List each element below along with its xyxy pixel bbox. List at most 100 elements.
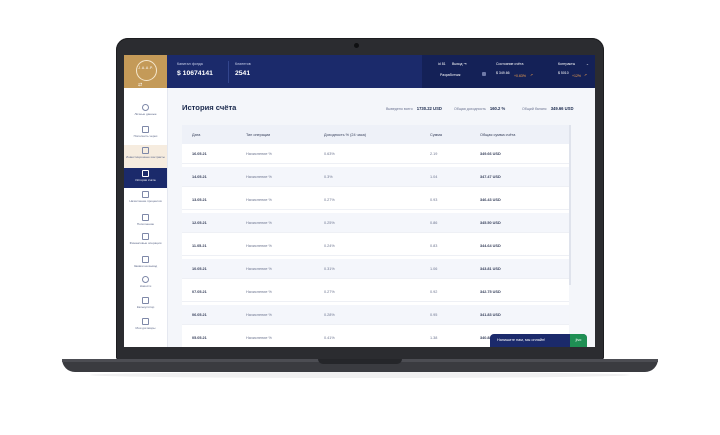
sidebar-item-agreements[interactable]: Мои договоры bbox=[124, 316, 167, 336]
column-header-date[interactable]: Дата bbox=[192, 133, 201, 137]
cell-type: Начисление % bbox=[246, 220, 272, 225]
agreement-icon bbox=[142, 318, 149, 325]
menu-toggle-icon[interactable]: ⇄ bbox=[138, 82, 143, 88]
withdraw-icon bbox=[142, 256, 149, 263]
cell-total: 345.50 USD bbox=[480, 220, 501, 225]
column-header-total[interactable]: Общая сумма счёта bbox=[480, 133, 516, 137]
cell-total: 349.66 USD bbox=[480, 151, 501, 156]
history-icon bbox=[142, 170, 149, 177]
cell-date: 14.05.21 bbox=[192, 174, 207, 179]
table-row: 06.05.21 Начисление % 0.28% 0.95 341.83 … bbox=[182, 305, 569, 325]
contracts-value: $ 5010 bbox=[558, 71, 569, 75]
dropdown-icon[interactable] bbox=[482, 72, 486, 76]
cell-amount: 0.92 bbox=[430, 289, 438, 294]
sidebar-item-withdrawals[interactable]: Заявки на вывод bbox=[124, 254, 167, 274]
user-id: id 81 bbox=[438, 62, 446, 66]
cell-yield: 0.24% bbox=[324, 243, 335, 248]
contracts-label: Контракты bbox=[558, 62, 576, 66]
laptop-notch bbox=[318, 359, 402, 364]
cell-total: 344.64 USD bbox=[480, 243, 501, 248]
table-row: 11.05.21 Начисление % 0.24% 0.83 344.64 … bbox=[182, 236, 569, 256]
cell-amount: 0.95 bbox=[430, 312, 438, 317]
chevron-down-icon[interactable]: ⌄ bbox=[586, 62, 589, 66]
sidebar-item-deposit[interactable]: Пополнение bbox=[124, 212, 167, 232]
divider bbox=[228, 61, 229, 83]
screen: J.A.A.P. ⇄ Капитал фонда $ 10674141 Клие… bbox=[124, 55, 595, 347]
sidebar-item-label: Калькулятор bbox=[136, 304, 155, 309]
table-header: Дата Тип операции Доходность % (24 часа)… bbox=[182, 125, 569, 144]
cell-total: 342.75 USD bbox=[480, 289, 501, 294]
logout-link[interactable]: Выход ⇥ bbox=[452, 62, 466, 66]
clients-count: Клиентов 2541 bbox=[235, 62, 251, 77]
laptop-shadow bbox=[90, 372, 630, 378]
cell-yield: 0.63% bbox=[324, 151, 335, 156]
cell-total: 341.83 USD bbox=[480, 312, 501, 317]
sidebar-item-topup-via[interactable]: Пополнить через bbox=[124, 124, 167, 144]
cell-amount: 0.83 bbox=[430, 243, 438, 248]
sidebar-item-label: История счёта bbox=[135, 177, 156, 182]
cell-type: Начисление % bbox=[246, 151, 272, 156]
yield-label: Общая доходность bbox=[454, 107, 486, 111]
user-icon bbox=[142, 104, 149, 111]
contracts-change: +12% bbox=[572, 74, 582, 78]
sidebar-item-label: Пополнение bbox=[136, 221, 155, 226]
wallet-icon bbox=[142, 126, 149, 133]
sidebar-item-news[interactable]: Новости bbox=[124, 274, 167, 294]
table-row: 13.05.21 Начисление % 0.27% 0.93 346.43 … bbox=[182, 190, 569, 210]
cell-type: Начисление % bbox=[246, 335, 272, 340]
webcam bbox=[354, 43, 359, 48]
cell-total: 343.81 USD bbox=[480, 266, 501, 271]
top-right-panel: id 81 Выход ⇥ Разработчик Состояние счёт… bbox=[422, 55, 595, 88]
cell-amount: 0.93 bbox=[430, 197, 438, 202]
sidebar: Личные данные Пополнить через Инвестицио… bbox=[124, 88, 168, 347]
scrollbar[interactable] bbox=[569, 125, 571, 285]
cell-yield: 0.41% bbox=[324, 335, 335, 340]
cell-date: 07.05.21 bbox=[192, 289, 207, 294]
fund-capital-label: Капитал фонда bbox=[177, 62, 203, 66]
fund-capital: Капитал фонда $ 10674141 bbox=[177, 62, 213, 77]
cell-type: Начисление % bbox=[246, 197, 272, 202]
trend-up-icon: ↗ bbox=[584, 73, 587, 77]
yield-value: 160.2 % bbox=[489, 106, 506, 111]
cell-yield: 0.3% bbox=[324, 174, 333, 179]
logo-text: J.A.A.P. bbox=[138, 66, 154, 70]
table-row: 16.05.21 Начисление % 0.63% 2.19 349.66 … bbox=[182, 144, 569, 164]
sidebar-item-personal[interactable]: Личные данные bbox=[124, 102, 167, 122]
cell-yield: 0.25% bbox=[324, 220, 335, 225]
cell-amount: 1.06 bbox=[430, 266, 438, 271]
sidebar-item-interest[interactable]: Начисление процентов bbox=[124, 189, 167, 211]
column-header-amount[interactable]: Сумма bbox=[430, 133, 442, 137]
clients-value: 2541 bbox=[235, 70, 251, 77]
sidebar-item-operations[interactable]: Финансовые операции bbox=[124, 231, 167, 253]
history-table: Дата Тип операции Доходность % (24 часа)… bbox=[182, 125, 569, 347]
cell-type: Начисление % bbox=[246, 243, 272, 248]
cell-type: Начисление % bbox=[246, 289, 272, 294]
table-row: 12.05.21 Начисление % 0.25% 0.86 345.50 … bbox=[182, 213, 569, 233]
table-row: 10.05.21 Начисление % 0.31% 1.06 343.81 … bbox=[182, 259, 569, 279]
account-label: Состояние счёта bbox=[496, 62, 524, 66]
cell-type: Начисление % bbox=[246, 312, 272, 317]
balance-summary: Общий баланс 349.66 USD bbox=[522, 106, 574, 111]
deposit-icon bbox=[142, 214, 149, 221]
sidebar-item-label: Начисление процентов bbox=[129, 198, 162, 203]
account-change: +0.63% bbox=[514, 74, 526, 78]
sidebar-item-contracts[interactable]: Инвестиционные контракты bbox=[124, 145, 167, 168]
logout-label: Выход bbox=[452, 62, 463, 66]
sidebar-item-calculator[interactable]: Калькулятор bbox=[124, 295, 167, 315]
chat-widget[interactable]: Напишите нам, мы онлайн! jivo bbox=[490, 334, 587, 347]
cell-amount: 2.19 bbox=[430, 151, 438, 156]
sidebar-item-history[interactable]: История счёта bbox=[124, 168, 167, 188]
table-row: 07.05.21 Начисление % 0.27% 0.92 342.75 … bbox=[182, 282, 569, 302]
cell-date: 13.05.21 bbox=[192, 197, 207, 202]
table-row: 14.05.21 Начисление % 0.3% 1.04 347.47 U… bbox=[182, 167, 569, 187]
logo[interactable]: J.A.A.P. ⇄ bbox=[124, 55, 167, 88]
cell-amount: 1.38 bbox=[430, 335, 438, 340]
yield-summary: Общая доходность 160.2 % bbox=[454, 106, 505, 111]
cell-type: Начисление % bbox=[246, 266, 272, 271]
sidebar-item-label: Мои договоры bbox=[135, 325, 156, 330]
column-header-yield[interactable]: Доходность % (24 часа) bbox=[324, 133, 366, 137]
cell-date: 05.05.21 bbox=[192, 335, 207, 340]
sidebar-item-label: Личные данные bbox=[134, 111, 157, 116]
column-header-type[interactable]: Тип операции bbox=[246, 133, 271, 137]
chat-text: Напишите нам, мы онлайн! bbox=[497, 338, 546, 342]
